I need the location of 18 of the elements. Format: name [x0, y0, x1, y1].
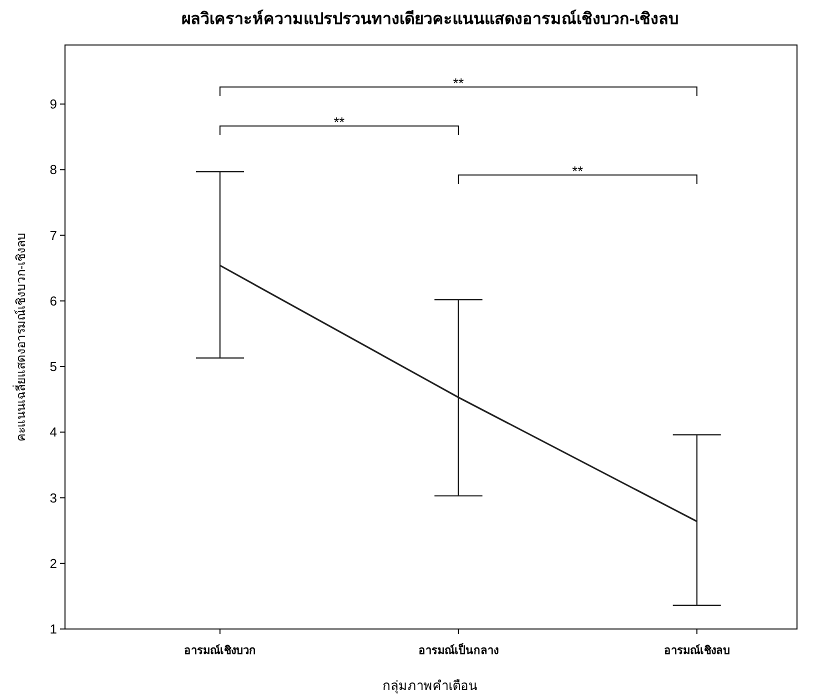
y-tick-label: 4 [50, 424, 57, 440]
annotation: ** [334, 114, 346, 130]
y-tick-label: 5 [50, 359, 57, 374]
y-tick-label: 1 [50, 622, 57, 636]
y-tick-label: 7 [50, 228, 57, 243]
x-tick-label: อารมณ์เป็นกลาง [418, 643, 498, 657]
y-tick-label: 9 [50, 96, 57, 112]
x-axis-title: กลุ่มภาพคำเตือน [382, 678, 478, 694]
x-tick-label: อารมณ์เชิงลบ [664, 644, 730, 657]
y-tick-label: 2 [50, 556, 57, 571]
chart-title: ผลวิเคราะห์ความแปรปรวนทางเดียวคะแนนแสดงอารมณ์เชิงบวก-เชิงลบ [181, 9, 679, 28]
annotation: ** [452, 75, 464, 91]
x-tick-label: อารมณ์เชิงบวก [184, 644, 256, 657]
y-tick-label: 3 [50, 490, 57, 506]
y-axis-title: คะแนนเฉลี่ยแสดงอารมณ์เชิงบวก-เชิงลบ [12, 232, 28, 442]
annotation: ** [572, 163, 584, 179]
y-tick-label: 8 [50, 162, 57, 178]
y-tick-label: 6 [50, 293, 57, 308]
